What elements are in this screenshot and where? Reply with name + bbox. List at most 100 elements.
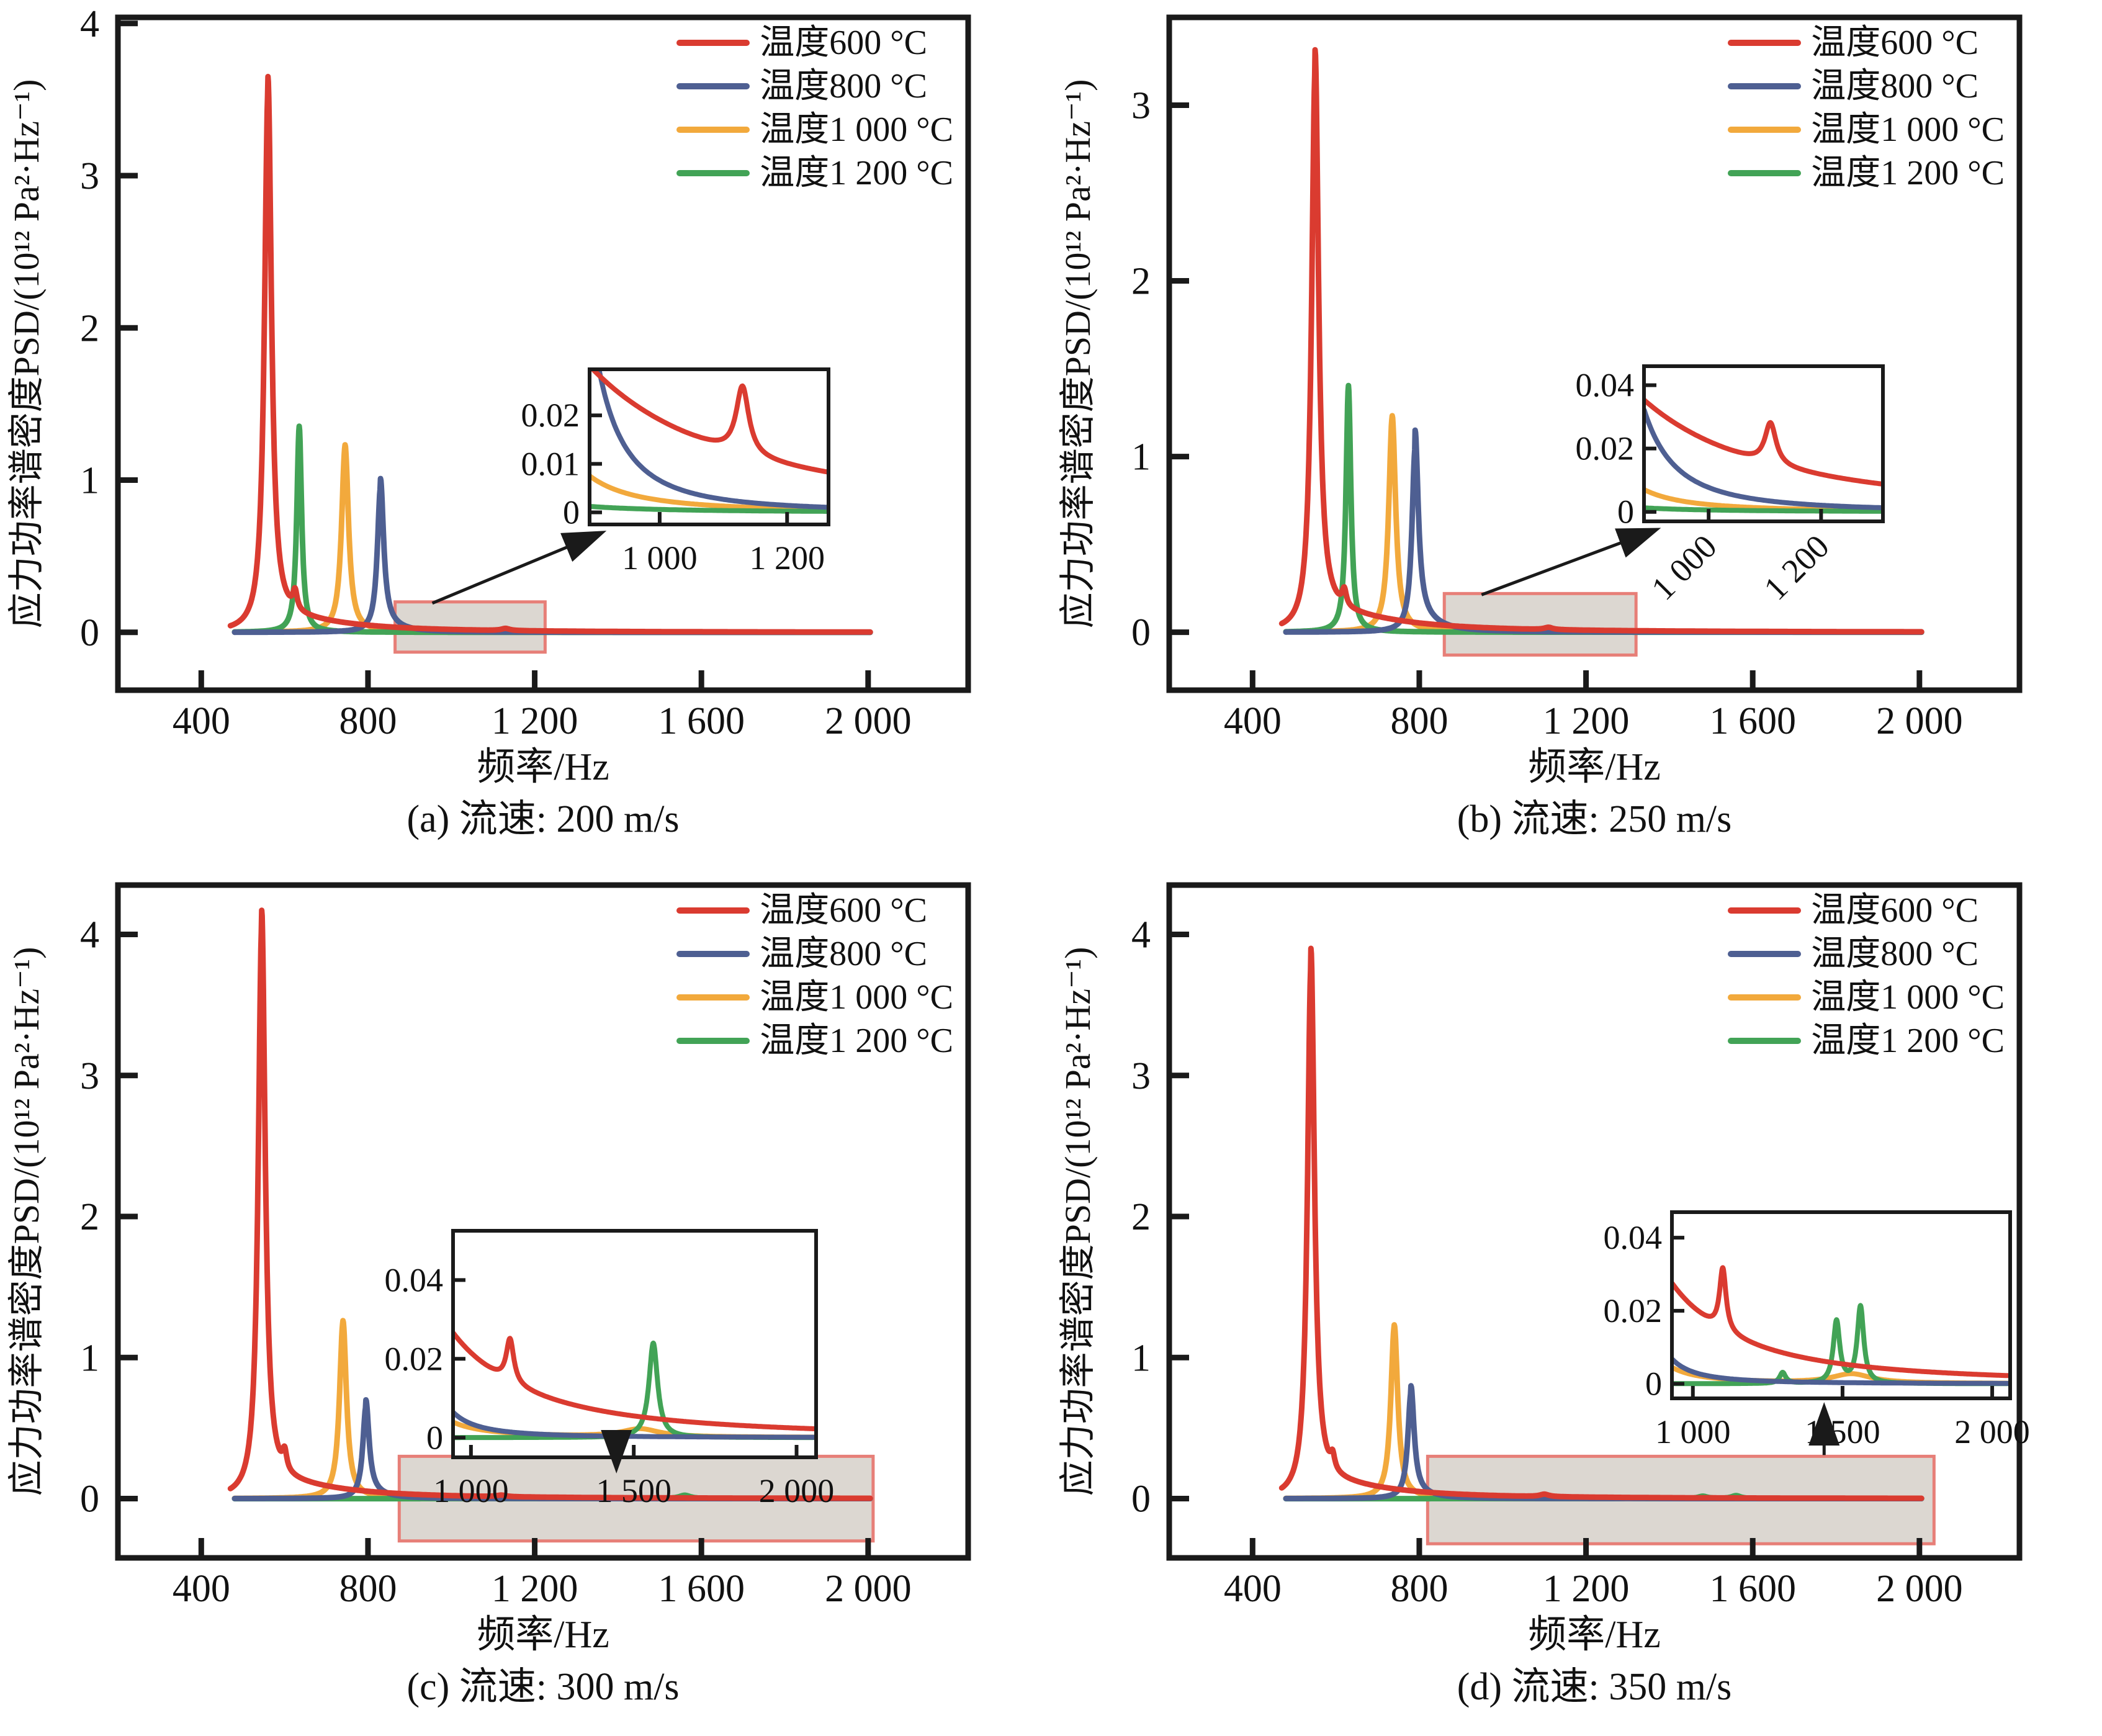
plot-area-a: 400 800 1 200 1 600 2 000 0 1 2 3 4 1 000 1 200 0 0.0… [80,3,971,742]
legend-label-800: 温度800 °C [1811,67,1978,106]
inset-background [1672,1212,2010,1398]
inset-y-tick-label: 0.01 [521,445,580,482]
inset-curve-800 [596,371,827,510]
legend-label-1000: 温度1 000 °C [1811,110,2005,149]
inset-curve-600 [1674,1265,2008,1378]
panel-b: 400 800 1 200 1 600 2 000 0 1 2 3 1 000 1 200 0 0.02… [1051,0,2102,868]
y-tick-label: 2 [1131,1196,1151,1238]
legend-item-800: 温度800 °C [1728,935,1978,973]
inset-curve-800 [455,1410,814,1440]
curve-600 [227,73,873,635]
plot-area-c: 400 800 1 200 1 600 2 000 0 1 2 3 4 1 000 1 500 2 00… [80,882,971,1610]
y-tick-label: 3 [80,1055,99,1097]
y-tick-label: 0 [1131,612,1151,654]
legend-d: 温度600 °C 温度800 °C 温度1 000 °C 温度1 200 °C [1728,891,2005,1060]
inset-frame [1642,364,1885,523]
inset-x-tick-label: 1 000 [622,539,698,577]
inset-y-tick-label: 0.04 [1576,367,1635,404]
inset-curves [1674,1265,2008,1387]
plot-area-b: 400 800 1 200 1 600 2 000 0 1 2 3 1 000 1 200 0 0.02… [1131,14,2023,742]
x-tick-label: 400 [1224,700,1282,742]
x-axis-label: 频率/Hz [1528,746,1661,788]
inset-y-tick-label: 0.02 [1604,1292,1663,1329]
y-tick-label: 1 [1131,436,1151,479]
legend-label-600: 温度600 °C [760,891,927,930]
legend-line-swatch-600 [1728,907,1802,914]
y-tick-label: 0 [1131,1478,1151,1521]
y-tick-label: 4 [80,3,99,45]
x-axis-label: 频率/Hz [477,746,609,788]
inset-y-tick-label: 0.04 [385,1261,444,1298]
x-tick-label: 1 600 [1709,700,1796,742]
inset-curve-600 [591,371,827,475]
legend-label-1200: 温度1 200 °C [1811,154,2005,192]
x-tick-label: 2 000 [825,700,912,742]
legend-label-1000: 温度1 000 °C [1811,978,2005,1017]
y-tick-label: 2 [80,1196,99,1238]
x-tick-label: 1 200 [492,700,578,742]
axes-frame [115,14,971,693]
x-tick-label: 400 [173,700,230,742]
legend-line-swatch-800 [1728,83,1802,89]
y-axis-label: 应力功率谱密度PSD/(10¹² Pa²·Hz⁻¹) [1058,947,1098,1496]
x-tick-label: 1 200 [1543,700,1630,742]
legend-line-swatch-1200 [676,1038,750,1044]
inset-y-tick-label: 0.02 [385,1340,444,1377]
zoom-arrow [431,531,607,605]
zoom-region-box [1442,591,1638,657]
axes-frame [1166,14,2023,693]
inset-x-tick-label: 1 000 [1644,528,1723,607]
x-tick-label: 800 [339,700,397,742]
x-tick-label: 2 000 [1876,700,1963,742]
inset-y-tick-label: 0 [1617,493,1634,531]
inset-x-tick-label: 1 000 [433,1472,509,1509]
inset-y-tick-label: 0.04 [1604,1219,1663,1256]
x-tick-label: 400 [173,1568,230,1610]
inset-curve-800 [1646,408,1881,510]
inset-x-tick-label: 1 200 [750,539,825,577]
legend-label-1200: 温度1 200 °C [760,154,953,192]
plot-area-d: 400 800 1 200 1 600 2 000 0 1 2 3 4 1 000 1 500 2 00… [1131,882,2030,1610]
curve-600 [1278,945,1925,1501]
inset-y-tick-label: 0 [426,1419,443,1456]
x-tick-label: 1 200 [492,1568,578,1610]
curve-600 [227,907,873,1501]
legend-line-swatch-600 [1728,40,1802,46]
legend-line-swatch-1200 [1728,170,1802,176]
legend-item-1000: 温度1 000 °C [676,110,953,149]
legend-line-swatch-1000 [1728,127,1802,133]
inset-x-tick-label: 1 000 [1655,1413,1731,1450]
zoom-arrow [1481,528,1661,596]
y-tick-label: 3 [1131,85,1151,127]
legend-label-600: 温度600 °C [760,24,927,62]
x-tick-label: 1 200 [1543,1568,1630,1610]
legend-item-600: 温度600 °C [676,891,927,930]
legend-label-1200: 温度1 200 °C [1811,1022,2005,1060]
legend-item-800: 温度800 °C [676,935,927,973]
x-tick-label: 800 [339,1568,397,1610]
legend-label-600: 温度600 °C [1811,24,1978,62]
inset-curve-1200 [1646,505,1881,514]
x-tick-label: 1 600 [658,1568,745,1610]
legend-line-swatch-800 [676,951,750,957]
legend-line-swatch-800 [1728,951,1802,957]
legend-line-swatch-600 [676,40,750,46]
legend-item-1200: 温度1 200 °C [676,154,953,192]
legend-line-swatch-1000 [676,994,750,1001]
inset-curves [455,1331,814,1441]
y-tick-label: 2 [80,307,99,349]
legend-item-1000: 温度1 000 °C [1728,110,2005,149]
legend-item-600: 温度600 °C [1728,891,1978,930]
inset-y-tick-label: 0.02 [521,397,580,434]
y-axis-label: 应力功率谱密度PSD/(10¹² Pa²·Hz⁻¹) [6,79,47,629]
y-tick-label: 0 [80,612,99,654]
y-tick-label: 1 [80,460,99,502]
y-axis-label: 应力功率谱密度PSD/(10¹² Pa²·Hz⁻¹) [6,947,47,1496]
legend-item-800: 温度800 °C [676,67,927,106]
panel-caption-b: (b) 流速: 250 m/s [1457,798,1732,840]
inset-curve-600 [455,1331,814,1431]
y-axis-label: 应力功率谱密度PSD/(10¹² Pa²·Hz⁻¹) [1058,79,1098,629]
inset-x-tick-label: 2 000 [759,1472,835,1509]
y-tick-label: 0 [80,1478,99,1521]
